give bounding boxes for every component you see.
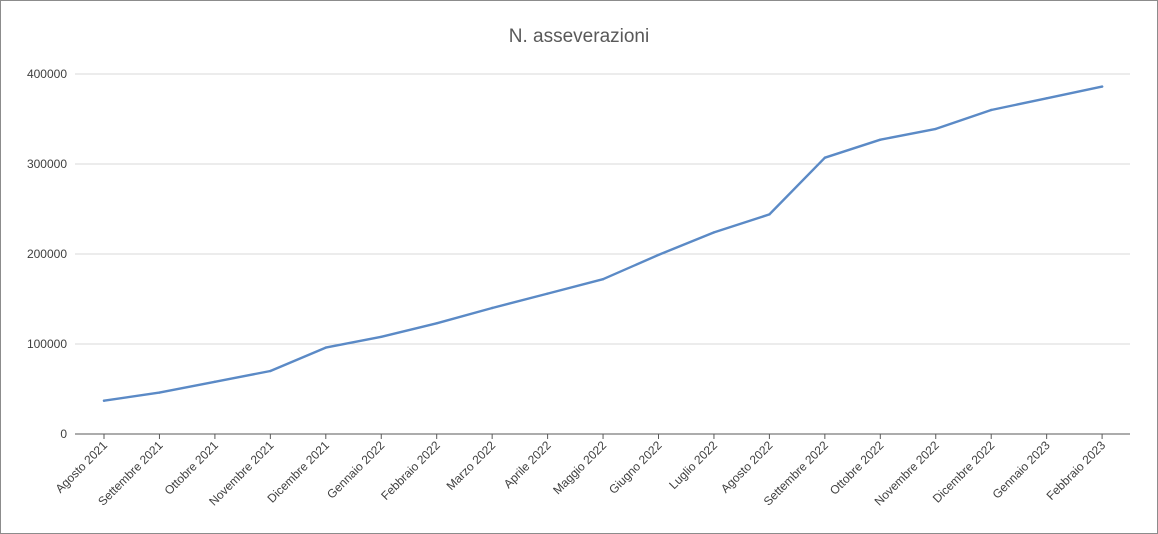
data-point: [102, 399, 106, 402]
data-point: [1100, 85, 1104, 88]
data-point: [435, 322, 438, 325]
y-tick-label: 300000: [27, 157, 67, 171]
data-point: [1045, 97, 1048, 100]
x-tick-label: Luglio 2022: [666, 438, 720, 492]
x-tick-label: Ottobre 2022: [827, 438, 887, 498]
data-point: [768, 213, 771, 216]
gridlines: [75, 73, 1130, 345]
data-point: [601, 278, 605, 281]
x-tick-label: Aprile 2022: [501, 438, 554, 491]
x-tick-label: Febbraio 2022: [378, 438, 443, 503]
data-point: [879, 138, 882, 141]
x-tick-label: Giugno 2022: [606, 438, 665, 497]
data-point: [657, 253, 660, 257]
data-point: [823, 156, 827, 159]
x-tick-label: Agosto 2022: [718, 438, 776, 496]
x-tick-label: Marzo 2022: [444, 438, 499, 493]
data-point: [490, 306, 494, 310]
x-axis: [75, 433, 1130, 439]
x-tick-label: Agosto 2021: [53, 438, 111, 496]
data-point: [158, 391, 161, 394]
y-tick-label: 200000: [27, 247, 67, 261]
data-point: [934, 127, 937, 131]
y-axis-ticks: 0 100000 200000 300000 400000: [27, 67, 67, 441]
data-point: [990, 108, 993, 112]
x-tick-label: Febbraio 2023: [1044, 438, 1109, 503]
data-point: [269, 369, 272, 373]
data-point: [213, 380, 217, 383]
data-point: [712, 231, 716, 234]
x-tick-label: Maggio 2022: [550, 438, 609, 497]
x-tick-label: Ottobre 2021: [162, 438, 222, 498]
data-point: [380, 335, 383, 338]
y-tick-label: 0: [60, 427, 67, 441]
y-tick-label: 400000: [27, 67, 67, 81]
data-point: [324, 346, 327, 349]
series-layer: [102, 85, 1104, 402]
series-line: [102, 85, 1104, 402]
chart-title: N. asseverazioni: [508, 26, 650, 47]
y-tick-label: 100000: [27, 337, 67, 351]
data-point: [546, 292, 549, 295]
